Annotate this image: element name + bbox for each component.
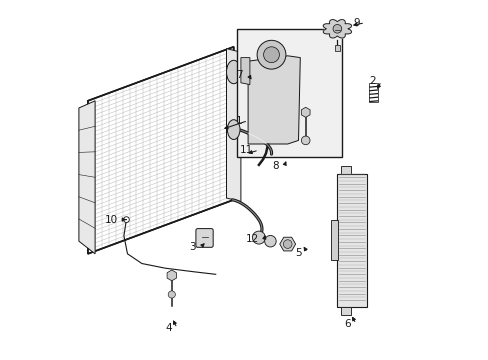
Text: 9: 9	[352, 18, 359, 28]
Polygon shape	[79, 101, 95, 254]
Circle shape	[257, 40, 285, 69]
Polygon shape	[247, 56, 300, 144]
Text: 4: 4	[165, 323, 171, 333]
Text: 5: 5	[295, 248, 302, 258]
Text: 12: 12	[245, 234, 258, 244]
Circle shape	[252, 231, 265, 244]
Text: 6: 6	[344, 319, 350, 329]
Circle shape	[332, 24, 341, 33]
Text: 7: 7	[236, 70, 243, 80]
Bar	[330, 220, 338, 260]
Bar	[336, 174, 366, 307]
Polygon shape	[241, 58, 249, 85]
FancyBboxPatch shape	[196, 229, 213, 247]
Text: 11: 11	[240, 145, 253, 155]
Polygon shape	[226, 49, 241, 202]
Text: 1: 1	[236, 116, 242, 126]
Circle shape	[301, 136, 309, 145]
Circle shape	[263, 47, 279, 63]
Bar	[368, 83, 377, 102]
Text: 2: 2	[368, 76, 375, 86]
Ellipse shape	[227, 120, 240, 139]
Text: 10: 10	[104, 215, 118, 225]
Bar	[334, 45, 340, 51]
Circle shape	[264, 235, 276, 247]
Ellipse shape	[226, 60, 241, 84]
Text: 3: 3	[189, 242, 196, 252]
Polygon shape	[323, 19, 351, 38]
Text: 8: 8	[272, 161, 279, 171]
Bar	[237, 29, 341, 157]
Circle shape	[123, 217, 129, 222]
Bar	[340, 307, 351, 315]
Circle shape	[168, 291, 175, 298]
Circle shape	[283, 240, 291, 248]
Bar	[340, 166, 351, 174]
